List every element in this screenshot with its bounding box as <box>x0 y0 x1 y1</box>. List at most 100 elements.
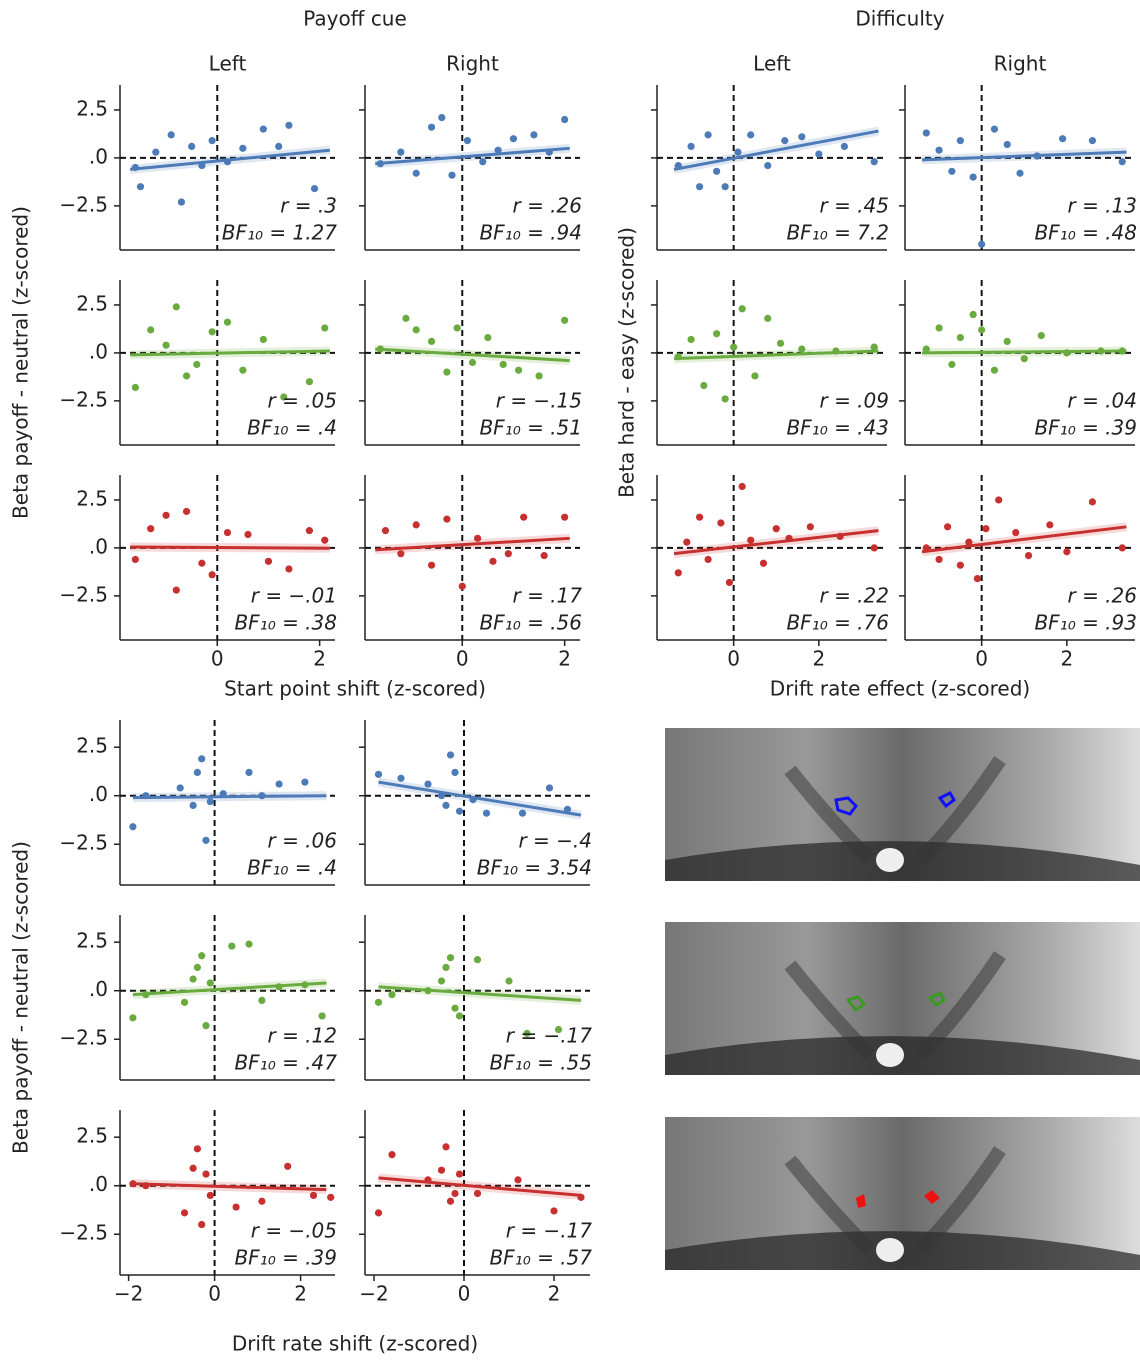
panel: r = −.4 BF₁₀ = 3.54 <box>359 720 592 886</box>
r-annotation: r = .26 <box>1067 584 1137 608</box>
bf-annotation: BF₁₀ = .4 <box>247 416 337 440</box>
scatter-point <box>264 557 273 565</box>
r-annotation: r = −.15 <box>496 389 582 413</box>
scatter-point <box>275 780 283 788</box>
scatter-point <box>305 378 314 386</box>
scatter-point <box>198 1220 206 1229</box>
scatter-point <box>776 339 785 347</box>
group-title: Payoff cue <box>303 7 407 31</box>
y-tick-label: 2.5 <box>76 734 108 758</box>
panel: r = −.17 BF₁₀ = .55 <box>359 915 592 1081</box>
scatter-point <box>695 183 704 191</box>
scatter-point <box>193 1145 201 1153</box>
scatter-point <box>747 536 755 544</box>
scatter-point <box>1003 337 1011 345</box>
scatter-point <box>545 784 554 792</box>
scatter-point <box>995 496 1003 504</box>
y-tick-label: −2.5 <box>59 831 108 855</box>
scatter-point <box>772 525 780 533</box>
scatter-point <box>258 996 266 1005</box>
fit-line <box>375 146 570 166</box>
scatter-point <box>781 137 789 145</box>
x-tick-label: 2 <box>313 647 326 671</box>
r-annotation: r = −.4 <box>518 829 592 853</box>
scatter-point <box>1118 158 1126 166</box>
scatter-point <box>446 1197 455 1205</box>
scatter-point <box>305 527 314 535</box>
scatter-point <box>152 148 160 156</box>
scatter-point <box>442 801 450 810</box>
scatter-point <box>1058 135 1067 143</box>
y-tick-label: 2.5 <box>76 291 108 315</box>
group-title: Difficulty <box>855 7 944 31</box>
r-annotation: r = .05 <box>267 389 337 413</box>
scatter-point <box>388 990 396 999</box>
r-annotation: r = .17 <box>512 584 582 608</box>
y-tick-label: −2.5 <box>59 582 108 606</box>
scatter-point <box>1024 551 1033 560</box>
scatter-point <box>935 146 943 154</box>
scatter-point <box>683 538 691 546</box>
bf-annotation: BF₁₀ = .48 <box>1034 221 1137 245</box>
bf-annotation: BF₁₀ = .39 <box>1034 416 1137 440</box>
scatter-point <box>208 137 216 145</box>
scatter-point <box>131 383 139 392</box>
scatter-point <box>1118 544 1126 552</box>
column-title: Right <box>446 52 499 76</box>
scatter-point <box>402 314 410 322</box>
scatter-point <box>239 144 247 152</box>
scatter-point <box>176 784 184 792</box>
scatter-point <box>442 1143 450 1151</box>
y-tick-label: −2.5 <box>59 387 108 411</box>
scatter-point <box>990 125 999 133</box>
scatter-point <box>388 1151 396 1159</box>
x-tick-label: 2 <box>558 647 571 671</box>
r-annotation: r = .09 <box>819 389 889 413</box>
scatter-point <box>455 807 464 815</box>
r-annotation: r = −.17 <box>506 1219 593 1243</box>
bf-annotation: BF₁₀ = 7.2 <box>786 221 889 245</box>
scatter-point <box>969 173 977 181</box>
scatter-point <box>713 330 721 338</box>
scatter-point <box>189 1164 197 1172</box>
scatter-point <box>177 198 186 206</box>
x-tick-label: 2 <box>812 647 825 671</box>
panel: r = −.15 BF₁₀ = .51 <box>359 280 582 446</box>
y-tick-label: −2.5 <box>59 1026 108 1050</box>
scatter-point <box>193 768 201 777</box>
scatter-point <box>223 318 232 326</box>
scatter-point <box>309 1191 318 1200</box>
scatter-point <box>738 482 746 491</box>
y-tick-label: −2.5 <box>59 1221 108 1245</box>
scatter-point <box>458 582 466 590</box>
scatter-point <box>514 1176 522 1184</box>
scatter-point <box>1016 169 1024 177</box>
scatter-point <box>188 142 196 150</box>
scatter-point <box>1063 548 1071 556</box>
scatter-point <box>725 578 734 587</box>
scatter-point <box>504 550 512 558</box>
scatter-point <box>180 1209 189 1217</box>
scatter-point <box>704 555 712 564</box>
scatter-point <box>990 366 999 374</box>
fit-line <box>673 349 879 361</box>
scatter-point <box>162 341 170 349</box>
scatter-point <box>438 114 446 122</box>
panel: r = .04 BF₁₀ = .39 <box>899 280 1137 446</box>
panel: 0 2 r = .17 BF₁₀ = .56 <box>359 475 582 671</box>
r-annotation: r = .3 <box>280 194 337 218</box>
scatter-point <box>484 333 492 342</box>
fit-line <box>921 525 1127 554</box>
scatter-point <box>520 513 528 521</box>
scatter-point <box>700 381 708 390</box>
scatter-point <box>518 809 527 817</box>
scatter-point <box>695 513 704 521</box>
fit-line <box>921 150 1127 162</box>
scatter-point <box>223 528 232 537</box>
bf-annotation: BF₁₀ = .93 <box>1034 611 1137 635</box>
bf-annotation: BF₁₀ = .47 <box>234 1051 337 1075</box>
r-annotation: r = .04 <box>1067 389 1137 413</box>
scatter-point <box>561 115 569 124</box>
scatter-point <box>301 778 309 786</box>
